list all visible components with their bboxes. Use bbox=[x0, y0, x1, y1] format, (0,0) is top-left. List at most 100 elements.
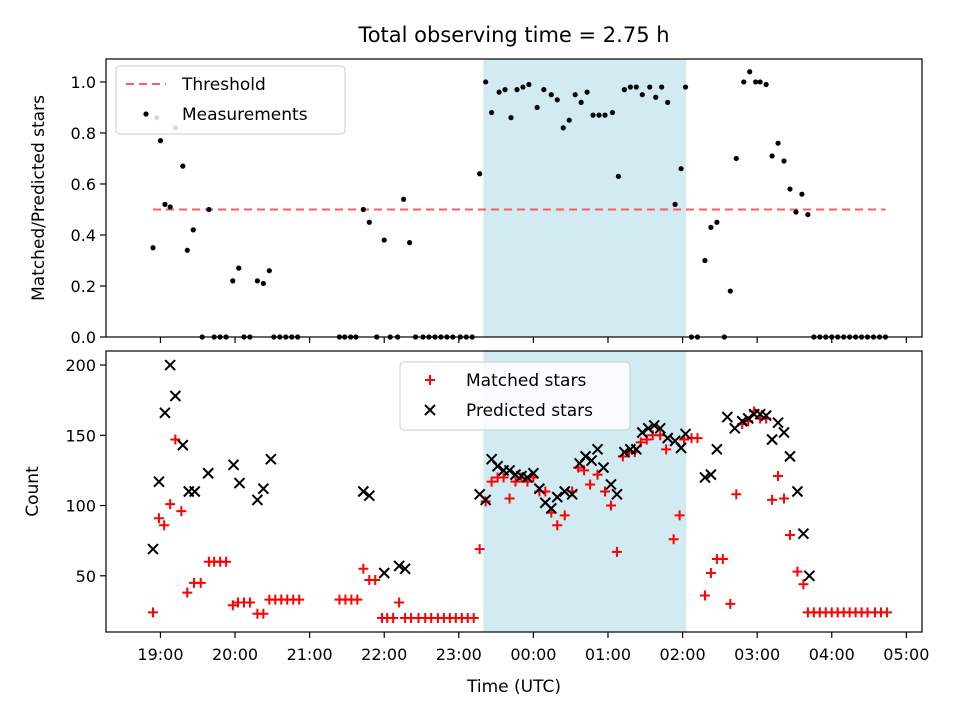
data-point bbox=[591, 443, 604, 456]
data-point bbox=[702, 257, 708, 264]
data-point bbox=[504, 493, 515, 504]
data-point bbox=[747, 69, 753, 75]
data-point bbox=[233, 477, 246, 489]
y-tick-label: 0.6 bbox=[71, 175, 96, 194]
data-point bbox=[560, 125, 566, 131]
data-point bbox=[164, 359, 176, 371]
data-point bbox=[609, 109, 616, 116]
data-point bbox=[394, 597, 405, 608]
data-point bbox=[548, 92, 554, 98]
data-point bbox=[653, 94, 659, 100]
data-point bbox=[399, 563, 411, 575]
data-point bbox=[227, 459, 240, 471]
x-tick-label: 04:00 bbox=[809, 645, 855, 664]
plot-frame bbox=[105, 350, 923, 633]
data-point bbox=[773, 471, 784, 482]
bottom-panel-counts: 19:00 20:00 21:00 22:00 23:00 00:00 01:00 02:00… bbox=[23, 350, 929, 664]
data-point bbox=[479, 494, 492, 506]
legend-label: Matched stars bbox=[466, 371, 586, 391]
data-point bbox=[717, 553, 728, 564]
data-point bbox=[258, 608, 269, 619]
data-point bbox=[579, 450, 592, 463]
data-point bbox=[721, 411, 734, 423]
data-point bbox=[491, 460, 504, 472]
data-point bbox=[189, 485, 201, 498]
data-point bbox=[357, 485, 370, 498]
data-point bbox=[165, 499, 176, 510]
data-point bbox=[533, 482, 546, 495]
data-point bbox=[692, 433, 703, 444]
data-point bbox=[406, 240, 413, 246]
data-point bbox=[611, 546, 622, 557]
x-tick-label: 03:00 bbox=[734, 645, 780, 664]
y-tick-label: 0.2 bbox=[71, 277, 96, 296]
data-point bbox=[769, 153, 775, 159]
y-tick-label: 0.4 bbox=[71, 226, 96, 245]
data-point bbox=[714, 219, 720, 225]
data-point bbox=[159, 520, 170, 531]
data-point bbox=[254, 278, 261, 284]
data-point bbox=[599, 486, 610, 497]
data-point bbox=[578, 99, 584, 105]
data-point bbox=[489, 109, 495, 116]
data-point bbox=[221, 556, 232, 567]
x-tick-label: 23:00 bbox=[436, 645, 482, 664]
data-point bbox=[787, 186, 793, 192]
data-point bbox=[636, 426, 648, 439]
series-predicted-stars bbox=[147, 359, 816, 582]
data-point bbox=[661, 444, 672, 455]
top-panel-ratio: 0.0 0.2 0.4 0.6 0.8 1.0 Matched/Predicted star… bbox=[29, 58, 923, 347]
data-point bbox=[779, 493, 790, 504]
data-point bbox=[147, 543, 159, 555]
data-point bbox=[618, 446, 631, 458]
data-point bbox=[190, 227, 196, 233]
legend-swatch bbox=[425, 375, 435, 385]
data-point bbox=[639, 92, 645, 98]
data-point bbox=[784, 450, 796, 463]
data-point bbox=[627, 84, 633, 90]
data-point bbox=[682, 84, 689, 90]
y-tick-label: 0.8 bbox=[71, 124, 96, 143]
series-measurements bbox=[150, 69, 889, 340]
data-point bbox=[244, 597, 255, 608]
data-point bbox=[236, 265, 242, 271]
x-tick-label: 22:00 bbox=[361, 645, 407, 664]
data-point bbox=[195, 577, 206, 588]
data-point bbox=[633, 84, 639, 90]
data-point bbox=[665, 99, 671, 105]
data-point bbox=[725, 598, 736, 609]
data-point bbox=[551, 491, 563, 503]
data-point bbox=[498, 472, 509, 483]
data-point bbox=[496, 89, 502, 95]
data-point bbox=[678, 166, 684, 172]
data-point bbox=[772, 416, 784, 429]
data-point bbox=[483, 79, 489, 85]
legend: Matched stars Predicted stars bbox=[399, 361, 631, 431]
data-point bbox=[177, 439, 189, 451]
data-point bbox=[679, 428, 692, 440]
x-tick-label: 01:00 bbox=[585, 645, 631, 664]
data-point bbox=[157, 138, 164, 144]
data-point bbox=[176, 506, 187, 517]
data-point bbox=[760, 409, 772, 422]
x-tick-label: 21:00 bbox=[287, 645, 333, 664]
data-point bbox=[502, 87, 508, 93]
data-point bbox=[388, 612, 399, 623]
data-point bbox=[672, 201, 678, 207]
y-tick-label: 100 bbox=[65, 497, 96, 516]
data-point bbox=[731, 489, 742, 500]
data-point bbox=[602, 112, 608, 118]
data-point bbox=[526, 81, 532, 88]
data-point bbox=[741, 79, 747, 85]
data-point bbox=[659, 84, 665, 90]
data-point bbox=[799, 191, 805, 197]
data-point bbox=[781, 158, 787, 164]
legend-box bbox=[399, 361, 631, 431]
data-point bbox=[477, 171, 483, 177]
x-axis-label: Time (UTC) bbox=[466, 677, 561, 697]
data-point bbox=[798, 579, 809, 590]
data-point bbox=[378, 567, 390, 579]
data-point bbox=[699, 471, 711, 484]
data-point bbox=[642, 422, 654, 434]
data-point bbox=[585, 454, 598, 467]
